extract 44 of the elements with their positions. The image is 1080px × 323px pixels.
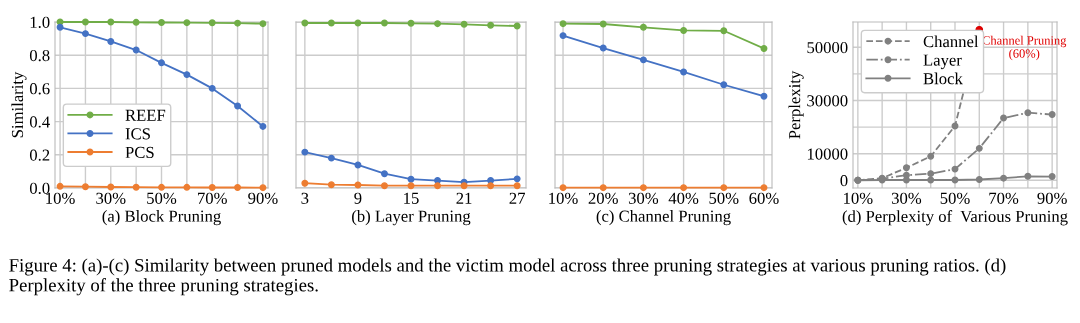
x-tick-label: 30% [628,192,659,204]
y-tick-label: 50000 [807,41,848,54]
y-tick-label: 0.4 [29,116,50,128]
x-axis-title: (b) Layer Pruning [352,210,471,226]
y-tick-label: 10000 [807,148,848,160]
y-tick-label: 0.2 [29,149,50,161]
legend-label: Channel [923,35,979,48]
x-tick-label: 60% [749,192,779,204]
x-tick-label: 15 [404,192,419,204]
legend-label: Layer [923,54,962,70]
y-tick-label: 0.6 [29,83,50,95]
x-axis-title: (d) Perplexity of Various Pruning [842,210,1068,226]
x-tick-label: 50% [147,192,177,204]
x-axis-title: (c) Channel Pruning [596,210,731,226]
legend-label: PCS [125,146,154,158]
x-tick-label: 50% [940,192,970,204]
x-tick-label: 9 [354,192,362,204]
y-tick-label: 0.8 [29,49,50,62]
x-axis-title: (a) Block Pruning [102,210,221,226]
x-tick-label: 90% [248,192,278,204]
legend-label: Block [923,72,963,85]
x-tick-label: 10% [549,192,578,204]
x-tick-label: 21 [456,192,472,204]
caption: Figure 4: (a)-(c) Similarity between pruned models and the victim model across three pruning strategies at various pruning ratios. (d) Perplexity of the three pruning strategies. [9,258,1006,296]
y-tick-label: 1.0 [30,16,50,29]
y-axis-title: Perplexity [788,70,804,139]
y-tick-label: 0.0 [29,182,50,195]
x-tick-label: 40% [668,192,699,204]
x-tick-label: 70% [989,192,1019,204]
y-tick-label: 30000 [807,95,848,107]
legend-label: REEF [125,109,166,121]
y-tick-label: 0 [840,174,848,187]
x-tick-label: 10% [844,192,873,204]
x-tick-label: 30% [96,192,126,204]
x-tick-label: 27 [509,192,526,204]
legend-label: ICS [125,128,150,140]
x-tick-label: 50% [709,192,739,204]
x-tick-label: 3 [301,192,309,204]
x-tick-label: 30% [891,192,922,204]
x-tick-label: 20% [588,192,618,204]
x-tick-label: 70% [198,192,227,204]
x-tick-label: 10% [46,192,75,204]
x-tick-label: 90% [1037,192,1067,204]
y-axis-title: Similarity [11,71,27,138]
